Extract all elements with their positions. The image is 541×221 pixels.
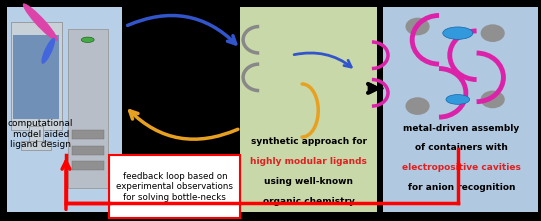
Text: electropositive cavities: electropositive cavities	[402, 163, 521, 172]
Bar	[72, 130, 103, 139]
Bar	[11, 22, 62, 130]
Ellipse shape	[405, 97, 430, 115]
Text: using well-known: using well-known	[264, 177, 353, 186]
Text: metal-driven assembly: metal-driven assembly	[404, 124, 520, 133]
Bar	[382, 7, 538, 212]
Text: of containers with: of containers with	[415, 143, 508, 152]
Ellipse shape	[480, 91, 505, 108]
Text: synthetic approach for: synthetic approach for	[250, 137, 367, 146]
Bar	[109, 155, 240, 218]
Bar	[68, 29, 108, 188]
Text: organic chemistry: organic chemistry	[262, 196, 354, 206]
Ellipse shape	[42, 38, 55, 64]
Text: computational
model aided
ligand design: computational model aided ligand design	[8, 119, 74, 149]
Circle shape	[81, 37, 94, 42]
Bar	[22, 141, 51, 150]
Bar	[7, 7, 122, 212]
Ellipse shape	[405, 18, 430, 35]
Circle shape	[443, 27, 473, 39]
Text: feedback loop based on
experimental observations
for solving bottle-necks: feedback loop based on experimental obse…	[116, 172, 233, 202]
Bar	[29, 126, 43, 146]
Ellipse shape	[480, 24, 505, 42]
Text: highly modular ligands: highly modular ligands	[250, 157, 367, 166]
Bar	[14, 35, 59, 119]
Circle shape	[446, 95, 470, 104]
Text: for anion recognition: for anion recognition	[408, 183, 516, 192]
Ellipse shape	[23, 3, 58, 41]
Bar	[72, 146, 103, 155]
Bar	[72, 161, 103, 170]
Bar	[240, 7, 377, 212]
